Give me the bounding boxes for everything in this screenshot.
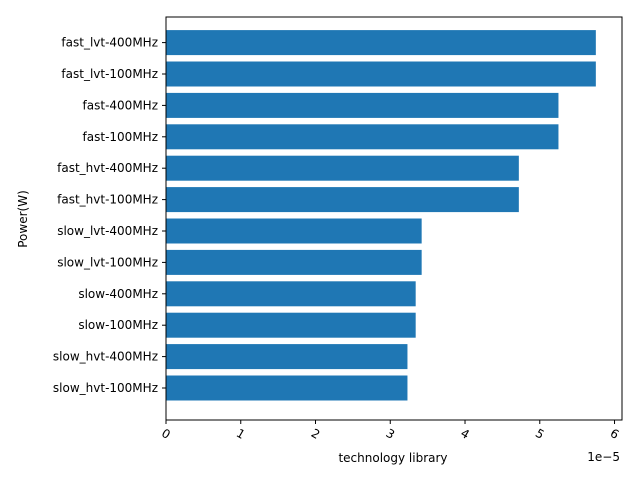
bar-fast-400MHz [166, 92, 559, 118]
bar-slow_hvt-100MHz [166, 375, 408, 401]
x-tick-label: 2 [309, 426, 323, 442]
bar-slow_hvt-400MHz [166, 344, 408, 370]
bar-fast-100MHz [166, 124, 559, 150]
x-tick-label: 1 [234, 426, 248, 442]
bar-fast_hvt-400MHz [166, 155, 519, 181]
x-tick-label: 5 [533, 426, 547, 442]
x-offset-text: 1e−5 [587, 450, 620, 464]
y-tick-label: fast_hvt-400MHz [57, 161, 158, 175]
bar-fast_lvt-400MHz [166, 30, 596, 56]
bar-slow-400MHz [166, 281, 416, 307]
plot-frame [165, 16, 623, 421]
y-tick-label: slow_lvt-100MHz [57, 255, 158, 269]
x-tick-label: 6 [608, 426, 622, 442]
y-tick-label: fast-100MHz [83, 130, 158, 144]
bars-group [166, 30, 596, 401]
y-tick-label: slow-100MHz [78, 318, 158, 332]
bar-slow-100MHz [166, 312, 416, 338]
y-tick-label: fast_lvt-100MHz [61, 67, 158, 81]
y-tick-label: slow_lvt-400MHz [57, 224, 158, 238]
y-tick-labels: slow_hvt-100MHz slow_hvt-400MHz slow-100MH… [53, 36, 166, 395]
y-tick-label: slow_hvt-400MHz [53, 350, 158, 364]
y-tick-label: fast-400MHz [83, 98, 158, 112]
y-tick-label: fast_lvt-400MHz [61, 36, 158, 50]
bar-fast_lvt-100MHz [166, 61, 596, 87]
y-tick-label: fast_hvt-100MHz [57, 193, 158, 207]
bar-fast_hvt-100MHz [166, 187, 519, 213]
y-tick-label: slow_hvt-100MHz [53, 381, 158, 395]
y-axis-label: Power(W) [16, 190, 30, 248]
x-tick-label: 0 [159, 426, 173, 442]
bar-slow_lvt-100MHz [166, 249, 422, 275]
x-axis-label: technology library [338, 451, 447, 465]
x-tick-label: 3 [383, 426, 397, 442]
x-tick-labels: 0 1 2 3 4 5 6 [159, 420, 621, 442]
x-tick-label: 4 [458, 426, 472, 442]
bar-slow_lvt-400MHz [166, 218, 422, 244]
y-tick-label: slow-400MHz [78, 287, 158, 301]
